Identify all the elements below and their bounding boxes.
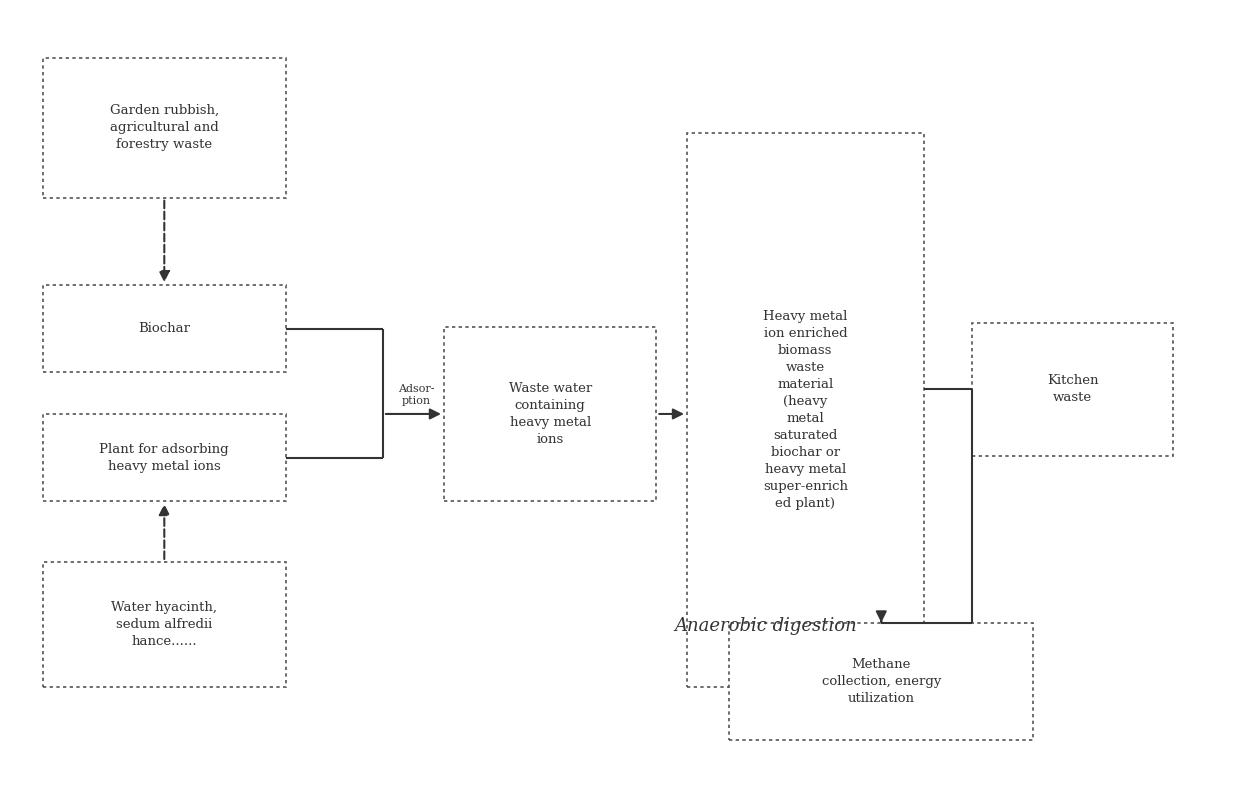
Bar: [42, 285, 285, 372]
Bar: [972, 323, 1173, 456]
Text: Biochar: Biochar: [139, 322, 190, 335]
Text: Kitchen
waste: Kitchen waste: [1047, 374, 1099, 404]
Bar: [687, 134, 924, 687]
Text: Plant for adsorbing
heavy metal ions: Plant for adsorbing heavy metal ions: [99, 442, 229, 472]
Bar: [444, 327, 656, 501]
Bar: [42, 562, 285, 687]
Bar: [42, 58, 285, 197]
Text: Garden rubbish,
agricultural and
forestry waste: Garden rubbish, agricultural and forestr…: [109, 104, 219, 151]
Bar: [729, 623, 1033, 740]
Text: Methane
collection, energy
utilization: Methane collection, energy utilization: [822, 658, 941, 705]
Text: Heavy metal
ion enriched
biomass
waste
material
(heavy
metal
saturated
biochar o: Heavy metal ion enriched biomass waste m…: [763, 310, 848, 510]
Bar: [42, 414, 285, 501]
Text: Water hyacinth,
sedum alfredii
hance......: Water hyacinth, sedum alfredii hance....…: [112, 601, 217, 648]
Text: Anaerobic digestion: Anaerobic digestion: [675, 617, 857, 635]
Text: Adsor-
ption: Adsor- ption: [398, 384, 434, 406]
Text: Waste water
containing
heavy metal
ions: Waste water containing heavy metal ions: [508, 382, 591, 446]
